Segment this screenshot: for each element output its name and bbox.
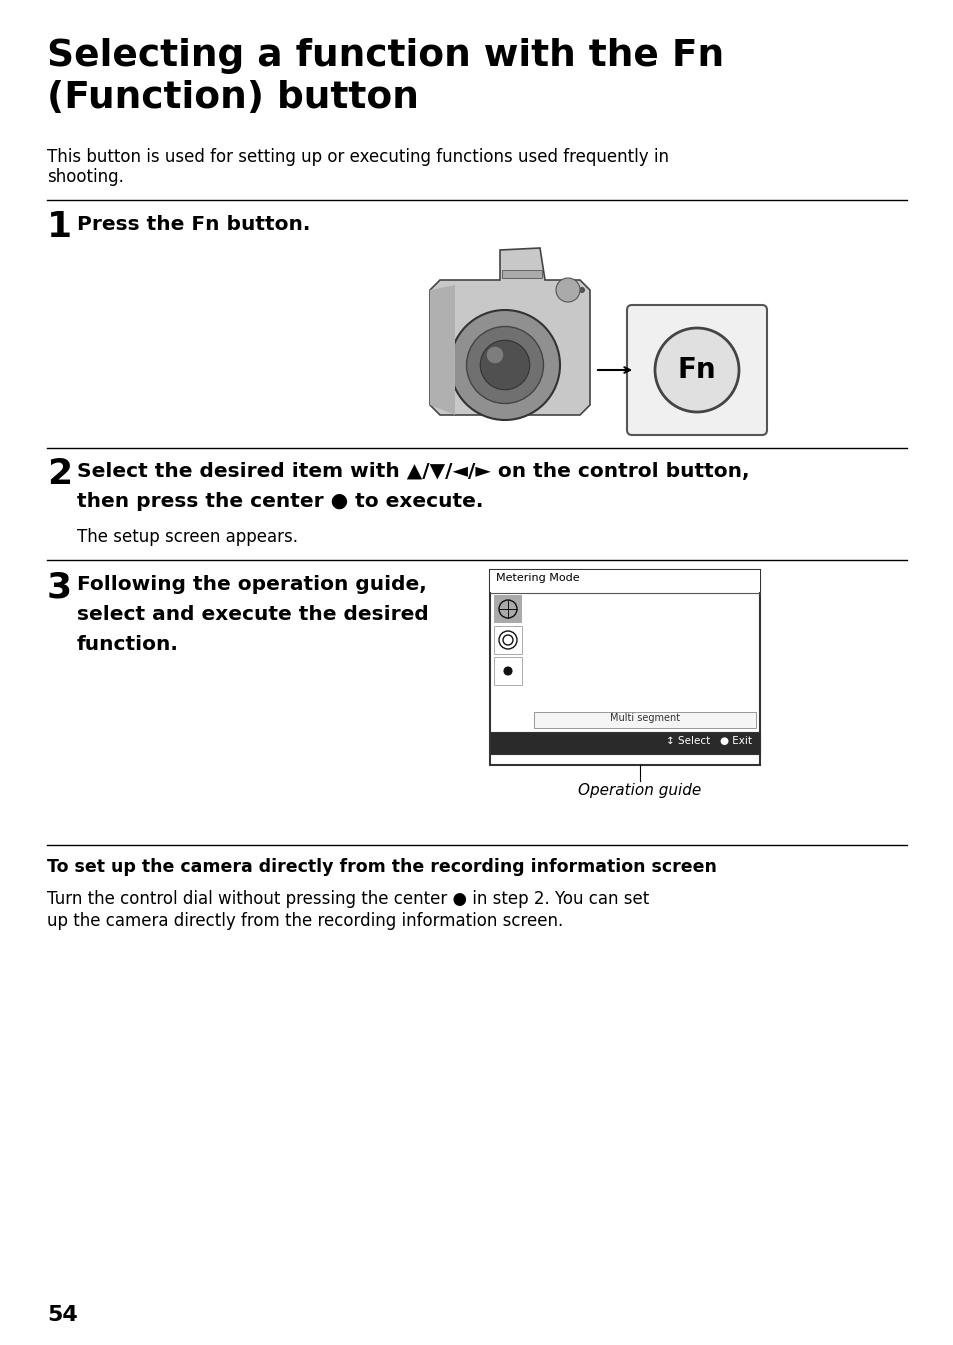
- Text: This button is used for setting up or executing functions used frequently in: This button is used for setting up or ex…: [47, 148, 668, 165]
- Text: Fn: Fn: [677, 356, 716, 385]
- Text: 54: 54: [47, 1305, 77, 1325]
- Polygon shape: [430, 285, 455, 416]
- Text: Turn the control dial without pressing the center ● in step 2. You can set: Turn the control dial without pressing t…: [47, 890, 649, 908]
- Bar: [490, 732, 760, 755]
- Text: Multi segment: Multi segment: [609, 713, 679, 724]
- Circle shape: [556, 278, 579, 303]
- FancyBboxPatch shape: [626, 305, 766, 434]
- Bar: [494, 625, 521, 654]
- Bar: [490, 570, 760, 592]
- Circle shape: [569, 285, 574, 291]
- Bar: [490, 570, 760, 765]
- Bar: [501, 270, 541, 278]
- Text: ↕ Select   ● Exit: ↕ Select ● Exit: [665, 736, 751, 746]
- Text: Selecting a function with the Fn: Selecting a function with the Fn: [47, 38, 723, 74]
- Text: Operation guide: Operation guide: [578, 783, 700, 798]
- Circle shape: [655, 328, 739, 412]
- Text: 1: 1: [47, 210, 72, 243]
- Circle shape: [450, 309, 559, 420]
- Bar: [494, 656, 521, 685]
- Text: 2: 2: [47, 457, 72, 491]
- Polygon shape: [430, 247, 589, 416]
- Text: To set up the camera directly from the recording information screen: To set up the camera directly from the r…: [47, 858, 716, 876]
- Text: function.: function.: [77, 635, 179, 654]
- Text: (Function) button: (Function) button: [47, 79, 418, 116]
- Text: 3: 3: [47, 570, 72, 604]
- Circle shape: [578, 288, 584, 292]
- Circle shape: [466, 327, 543, 404]
- Text: Metering Mode: Metering Mode: [496, 573, 579, 582]
- Text: Press the Fn button.: Press the Fn button.: [77, 215, 310, 234]
- Circle shape: [479, 340, 529, 390]
- Text: The setup screen appears.: The setup screen appears.: [77, 529, 297, 546]
- Circle shape: [486, 347, 503, 363]
- Text: Following the operation guide,: Following the operation guide,: [77, 576, 426, 594]
- Text: then press the center ● to execute.: then press the center ● to execute.: [77, 492, 483, 511]
- Bar: [534, 712, 755, 728]
- Text: up the camera directly from the recording information screen.: up the camera directly from the recordin…: [47, 912, 562, 929]
- Text: Select the desired item with ▲/▼/◄/► on the control button,: Select the desired item with ▲/▼/◄/► on …: [77, 461, 749, 482]
- Circle shape: [557, 282, 562, 288]
- Text: select and execute the desired: select and execute the desired: [77, 605, 428, 624]
- Bar: [494, 594, 521, 623]
- Circle shape: [503, 667, 512, 675]
- Text: shooting.: shooting.: [47, 168, 124, 186]
